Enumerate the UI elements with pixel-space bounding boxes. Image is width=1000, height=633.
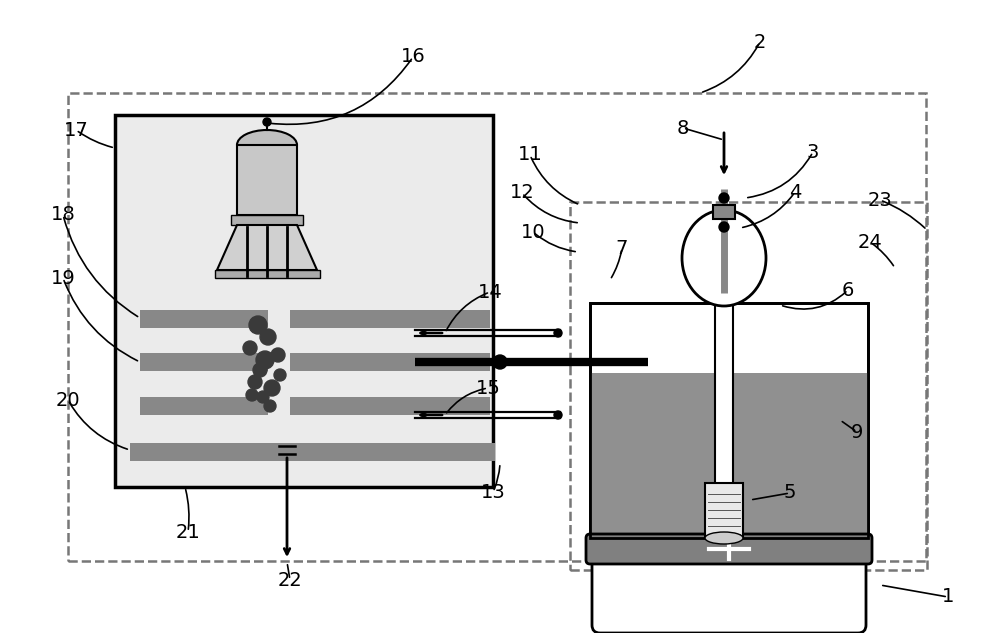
Text: 19: 19 xyxy=(51,268,75,287)
Ellipse shape xyxy=(682,210,766,306)
FancyBboxPatch shape xyxy=(590,373,868,538)
FancyBboxPatch shape xyxy=(590,303,868,538)
FancyBboxPatch shape xyxy=(713,205,735,219)
FancyBboxPatch shape xyxy=(592,552,866,633)
Text: 1: 1 xyxy=(942,587,954,606)
Text: 2: 2 xyxy=(754,32,766,51)
Circle shape xyxy=(274,369,286,381)
Text: 5: 5 xyxy=(784,484,796,503)
Text: 11: 11 xyxy=(518,146,542,165)
Text: 6: 6 xyxy=(842,280,854,299)
Circle shape xyxy=(493,355,507,369)
Text: 8: 8 xyxy=(677,118,689,137)
FancyBboxPatch shape xyxy=(140,353,268,371)
Text: 22: 22 xyxy=(278,570,302,589)
Circle shape xyxy=(256,351,274,369)
Text: 7: 7 xyxy=(616,239,628,258)
Text: 14: 14 xyxy=(478,282,502,301)
Circle shape xyxy=(263,118,271,126)
FancyBboxPatch shape xyxy=(115,115,493,487)
Circle shape xyxy=(253,363,267,377)
Text: 15: 15 xyxy=(476,379,500,398)
Text: 13: 13 xyxy=(481,482,505,501)
Text: 3: 3 xyxy=(807,142,819,161)
Circle shape xyxy=(260,329,276,345)
FancyBboxPatch shape xyxy=(290,310,490,328)
Text: 12: 12 xyxy=(510,184,534,203)
Text: 23: 23 xyxy=(868,191,892,210)
Text: 16: 16 xyxy=(401,47,425,66)
Polygon shape xyxy=(217,225,317,270)
Ellipse shape xyxy=(237,130,297,160)
Text: 18: 18 xyxy=(51,206,75,225)
Circle shape xyxy=(271,348,285,362)
Text: 4: 4 xyxy=(789,182,801,201)
FancyBboxPatch shape xyxy=(237,145,297,215)
Circle shape xyxy=(554,329,562,337)
Circle shape xyxy=(249,316,267,334)
Text: 10: 10 xyxy=(521,223,545,242)
FancyBboxPatch shape xyxy=(231,215,303,225)
Circle shape xyxy=(554,411,562,419)
FancyBboxPatch shape xyxy=(716,205,732,215)
Circle shape xyxy=(246,389,258,401)
Circle shape xyxy=(264,400,276,412)
Ellipse shape xyxy=(705,532,743,544)
FancyBboxPatch shape xyxy=(290,397,490,415)
FancyBboxPatch shape xyxy=(130,443,495,461)
Text: 20: 20 xyxy=(56,391,80,410)
Circle shape xyxy=(243,341,257,355)
FancyBboxPatch shape xyxy=(705,483,743,538)
Text: 21: 21 xyxy=(176,522,200,541)
FancyBboxPatch shape xyxy=(140,310,268,328)
Circle shape xyxy=(257,391,269,403)
FancyBboxPatch shape xyxy=(290,353,490,371)
Text: 24: 24 xyxy=(858,232,882,251)
FancyBboxPatch shape xyxy=(214,270,320,278)
Circle shape xyxy=(264,380,280,396)
FancyBboxPatch shape xyxy=(140,397,268,415)
FancyBboxPatch shape xyxy=(586,534,872,564)
FancyBboxPatch shape xyxy=(715,303,733,538)
Circle shape xyxy=(719,222,729,232)
Text: 9: 9 xyxy=(851,422,863,441)
Circle shape xyxy=(719,193,729,203)
Text: 17: 17 xyxy=(64,120,88,139)
Circle shape xyxy=(248,375,262,389)
